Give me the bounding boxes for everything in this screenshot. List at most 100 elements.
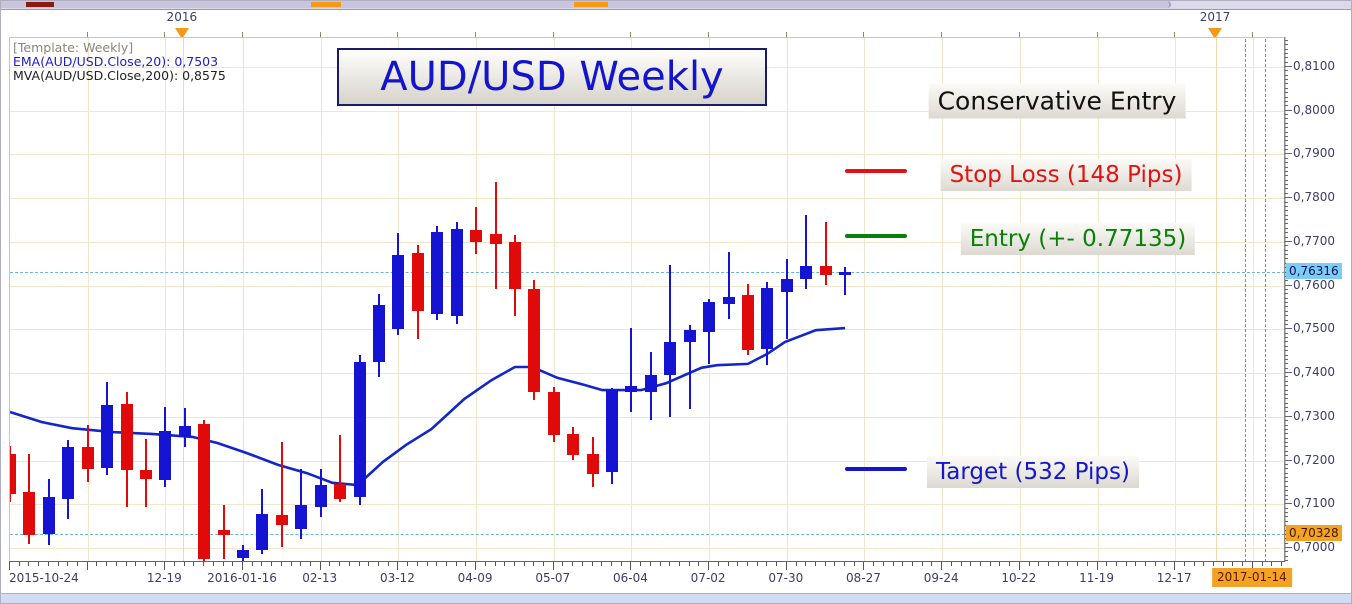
- time-tick: [310, 562, 311, 566]
- price-gridline: [10, 241, 1285, 243]
- time-tick: [1193, 562, 1195, 566]
- price-tick: [1285, 494, 1288, 496]
- time-tick: [47, 562, 49, 566]
- price-tick: [1285, 428, 1288, 430]
- price-tick: [1285, 227, 1288, 229]
- time-tick: [931, 562, 933, 566]
- price-tick-label: 0,7100: [1293, 496, 1335, 511]
- time-tick: [834, 562, 836, 566]
- time-tick: [106, 562, 108, 566]
- price-tick: [1285, 337, 1288, 339]
- top-tick: [1174, 32, 1176, 37]
- time-tick: [377, 562, 379, 566]
- price-tick: [1285, 205, 1288, 207]
- time-tick: [601, 562, 603, 566]
- time-tick: [251, 562, 253, 566]
- time-tick: [1077, 562, 1079, 566]
- time-tick: [533, 562, 535, 566]
- candle-body: [10, 453, 16, 495]
- year-label: 2016: [166, 10, 198, 24]
- price-tick: [1285, 341, 1288, 343]
- time-tick: [154, 562, 156, 566]
- top-tick: [708, 32, 710, 37]
- stop-loss-label[interactable]: Stop Loss (148 Pips): [940, 159, 1192, 191]
- time-tick: [882, 562, 884, 566]
- time-tick: [1232, 562, 1234, 566]
- top-tick: [242, 32, 244, 37]
- price-tick: [1285, 542, 1288, 544]
- candle-body: [625, 386, 638, 392]
- date-badge: 2017-01-14: [1212, 568, 1292, 587]
- candle-body: [275, 515, 288, 526]
- time-tick: [222, 562, 224, 566]
- time-tick: [1125, 562, 1127, 566]
- time-tick: [135, 562, 137, 566]
- time-tick: [640, 562, 642, 566]
- time-tick: [659, 562, 661, 566]
- time-tick: [805, 562, 807, 566]
- time-tick: [1106, 562, 1108, 566]
- time-tick: [999, 562, 1001, 566]
- time-tick: [57, 562, 59, 566]
- time-tick: [9, 562, 10, 570]
- chart-title-box[interactable]: AUD/USD Weekly: [337, 48, 767, 106]
- price-tick: [1285, 280, 1288, 282]
- time-tick: [727, 562, 729, 566]
- time-tick: [678, 562, 680, 566]
- price-tick: [1285, 201, 1288, 203]
- top-tick: [552, 32, 554, 37]
- conservative-entry-label[interactable]: Conservative Entry: [928, 83, 1186, 119]
- vertical-dashed-line: [1264, 39, 1266, 562]
- candle-body: [101, 405, 114, 468]
- price-tick: [1285, 398, 1288, 400]
- price-tick: [1285, 551, 1288, 553]
- price-tick: [1285, 350, 1288, 352]
- price-tick: [1285, 555, 1288, 557]
- price-tick: [1285, 472, 1288, 474]
- time-tick: [183, 562, 185, 566]
- date-gridline: [476, 38, 478, 562]
- price-axis[interactable]: 0,8100 0,8000 0,7900 0,7800 0,7700 0,7600 0,75…: [1284, 37, 1351, 562]
- time-tick: [407, 562, 409, 566]
- candle-body: [411, 252, 424, 311]
- candle-body: [741, 294, 754, 350]
- time-tick: [76, 562, 78, 566]
- candle-body: [508, 241, 521, 290]
- price-gridline: [10, 547, 1285, 549]
- year-gridline: [1215, 38, 1217, 562]
- top-tick: [630, 32, 632, 37]
- price-tick: [1285, 302, 1288, 304]
- candle-body: [23, 492, 36, 535]
- price-tick: [1285, 389, 1288, 391]
- price-tick: [1285, 315, 1288, 317]
- time-tick: [86, 562, 88, 570]
- time-tick: [329, 562, 331, 566]
- maroon-range-marker: [26, 2, 54, 7]
- price-tick: [1285, 363, 1288, 365]
- time-tick: [416, 562, 418, 566]
- price-tick: [1285, 345, 1288, 347]
- time-tick: [1067, 562, 1069, 566]
- stop-loss-sample-line: [845, 169, 908, 174]
- price-tick: [1285, 245, 1288, 247]
- time-tick: [892, 562, 894, 566]
- price-tick: [1285, 442, 1288, 444]
- time-tick: [912, 562, 914, 566]
- price-tick: [1285, 289, 1288, 290]
- candle-body: [314, 485, 327, 507]
- price-tick-label: 0,7900: [1293, 146, 1335, 161]
- time-tick: [1145, 562, 1147, 566]
- entry-label[interactable]: Entry (+- 0.77135): [960, 223, 1196, 255]
- time-axis[interactable]: 2015-10-24 12-19 2016-01-16 02-13 03-12 04-09…: [1, 32, 1351, 593]
- time-tick: [543, 562, 545, 566]
- time-tick: [504, 562, 506, 566]
- top-scrollbar-track[interactable]: [1, 1, 1351, 10]
- bottom-scrollbar-strip[interactable]: [1, 593, 1351, 603]
- date-tick-label: 2015-10-24: [9, 571, 79, 585]
- time-tick: [242, 562, 244, 570]
- price-tick: [1285, 114, 1288, 116]
- price-gridline: [10, 198, 1285, 200]
- time-tick: [484, 562, 486, 566]
- target-label[interactable]: Target (532 Pips): [927, 456, 1139, 488]
- year-label: 2017: [1199, 10, 1231, 24]
